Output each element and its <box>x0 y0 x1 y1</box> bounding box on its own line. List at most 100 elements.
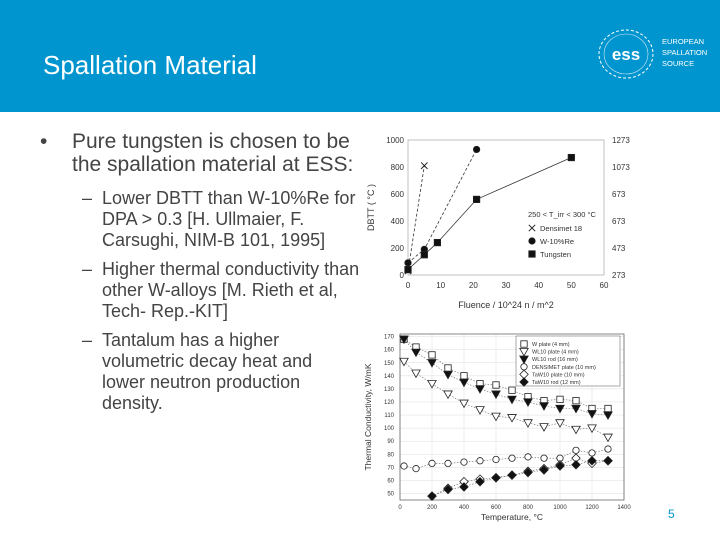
x-tick-label: 40 <box>534 281 543 290</box>
data-point <box>540 454 548 462</box>
data-point <box>420 251 428 259</box>
x-axis-label: Temperature, °C <box>481 512 543 522</box>
bullet-dot: • <box>40 130 48 153</box>
legend-label: W-10%Re <box>540 237 574 246</box>
y-tick-label: 140 <box>384 374 395 380</box>
data-point <box>428 351 436 359</box>
x-tick-label: 30 <box>502 281 511 290</box>
y-tick-label: 0 <box>400 271 405 280</box>
x-tick-label: 200 <box>427 505 438 511</box>
data-point <box>443 390 453 400</box>
data-point <box>491 412 501 422</box>
header-bar: Spallation Material ess EUROPEAN SPALLAT… <box>0 0 720 112</box>
data-point <box>571 459 581 470</box>
data-point <box>492 455 500 464</box>
data-point <box>571 425 581 435</box>
data-point <box>492 381 500 389</box>
data-point <box>473 145 481 154</box>
data-point <box>587 456 597 466</box>
right-tick-label: 1073 <box>612 163 630 172</box>
trend-line <box>403 361 609 438</box>
data-point <box>428 459 436 468</box>
bullet-sub: – Higher thermal conductivity than other … <box>30 259 360 322</box>
x-tick-label: 1400 <box>617 505 631 511</box>
data-point <box>460 372 468 380</box>
data-point <box>567 153 575 162</box>
bullet-dash: – <box>82 188 93 208</box>
data-point <box>399 357 409 367</box>
y-tick-label: 50 <box>387 491 394 497</box>
data-point <box>603 411 613 421</box>
plot-frame <box>399 333 625 501</box>
svg-text:ess: ess <box>612 45 640 64</box>
data-point <box>427 359 437 368</box>
data-point <box>555 461 565 471</box>
y-tick-label: 60 <box>387 478 394 484</box>
x-tick-label: 50 <box>567 281 576 290</box>
data-point <box>427 380 437 389</box>
data-point <box>523 398 533 407</box>
y-tick-label: 200 <box>391 244 405 253</box>
bullet-text: Higher thermal conductivity than other W… <box>102 259 360 321</box>
data-point <box>460 458 468 466</box>
x-tick-label: 10 <box>436 281 445 290</box>
bullet-dash: – <box>82 259 93 279</box>
data-point <box>404 265 412 274</box>
right-tick-label: 273 <box>612 271 626 280</box>
logo-line: SOURCE <box>662 59 695 68</box>
x-tick-label: 0 <box>406 281 411 290</box>
bullet-text: Tantalum has a higher volumetric decay h… <box>102 330 313 413</box>
y-axis-label: Thermal Conductivity, W/mK <box>363 363 373 470</box>
data-point <box>459 378 469 388</box>
data-point <box>539 423 549 432</box>
x-tick-label: 20 <box>469 281 478 290</box>
dbtt-chart: 0 10 20 30 40 50 60020040060080010002734736736… <box>366 136 630 310</box>
data-point <box>400 462 408 470</box>
y-tick-label: 800 <box>391 163 405 172</box>
data-point <box>555 404 565 414</box>
legend-marker <box>520 340 528 348</box>
bullet-dash: – <box>82 330 93 350</box>
bullet-sub: – Lower DBTT than W-10%Re for DPA > 0.3 [… <box>30 188 360 251</box>
data-point <box>604 404 612 413</box>
y-tick-label: 130 <box>384 387 395 393</box>
data-point <box>508 386 516 394</box>
x-tick-label: 1000 <box>553 505 567 511</box>
data-point <box>572 446 580 454</box>
y-tick-label: 120 <box>384 400 395 406</box>
legend-label: WL10 plate (4 mm) <box>532 350 579 356</box>
data-point <box>604 445 612 453</box>
data-point <box>443 484 453 495</box>
legend-label: Tungsten <box>540 250 571 259</box>
y-axis-label: DBTT ( °C ) <box>366 184 376 231</box>
x-tick-label: 60 <box>600 281 609 290</box>
trend-line <box>403 339 609 416</box>
data-point <box>603 433 613 443</box>
y-tick-label: 70 <box>387 465 394 471</box>
data-point <box>491 473 501 483</box>
y-tick-label: 150 <box>384 361 395 367</box>
data-point <box>411 369 421 379</box>
data-point <box>420 162 428 170</box>
bullet-text: Lower DBTT than W-10%Re for DPA > 0.3 [H… <box>102 188 356 250</box>
data-point <box>444 459 452 468</box>
series-line <box>407 165 425 272</box>
x-tick-label: 800 <box>523 505 534 511</box>
right-tick-label: 673 <box>612 217 626 226</box>
data-point <box>587 410 597 419</box>
y-tick-label: 100 <box>384 426 395 432</box>
y-tick-label: 90 <box>387 439 394 445</box>
legend-label: WL10 rod (16 mm) <box>532 357 578 363</box>
data-point <box>555 419 565 428</box>
y-tick-label: 400 <box>391 217 405 226</box>
y-tick-label: 80 <box>387 452 394 458</box>
data-point <box>444 364 452 372</box>
data-point <box>588 449 596 457</box>
slide-title: Spallation Material <box>43 50 257 80</box>
bullet-sub: – Tantalum has a higher volumetric decay … <box>30 330 360 414</box>
right-tick-label: 673 <box>612 190 626 199</box>
legend-marker <box>528 224 536 232</box>
data-point <box>473 195 481 203</box>
legend-box <box>515 335 621 387</box>
data-point <box>476 457 484 465</box>
